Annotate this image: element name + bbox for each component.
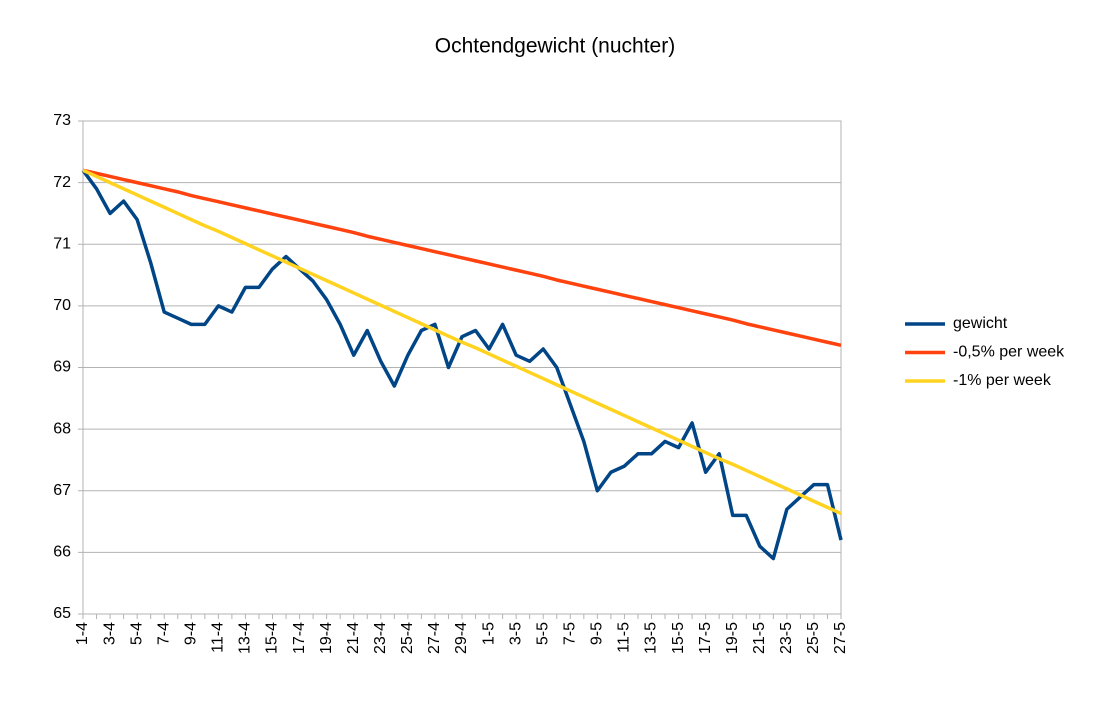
x-tick-label: 19-4 xyxy=(318,622,335,654)
x-tick-label: 1-4 xyxy=(74,622,91,645)
y-tick-label: 68 xyxy=(53,420,71,437)
x-tick-label: 11-5 xyxy=(616,622,633,653)
x-tick-label: 25-5 xyxy=(805,622,822,654)
x-tick-label: 9-5 xyxy=(589,622,606,645)
x-tick-label: 3-4 xyxy=(101,622,118,645)
x-tick-label: 11-4 xyxy=(210,622,227,653)
x-tick-label: 13-5 xyxy=(643,622,660,654)
series-line xyxy=(81,169,843,561)
y-tick-label: 67 xyxy=(53,482,71,499)
x-tick-label: 23-5 xyxy=(778,622,795,654)
legend-label: -0,5% per week xyxy=(953,344,1065,361)
y-tick-label: 72 xyxy=(53,174,71,191)
y-tick-label: 65 xyxy=(53,605,71,622)
x-tick-label: 13-4 xyxy=(237,622,254,654)
x-tick-label: 7-5 xyxy=(562,622,579,645)
series-line xyxy=(82,168,842,516)
x-tick-label: 27-4 xyxy=(426,622,443,654)
x-tick-label: 15-5 xyxy=(670,622,687,654)
y-tick-label: 73 xyxy=(53,112,71,129)
y-tick-label: 71 xyxy=(53,235,71,252)
x-tick-label: 17-4 xyxy=(291,622,308,654)
y-tick-label: 70 xyxy=(53,297,71,314)
x-tick-label: 15-4 xyxy=(264,622,281,654)
series-line xyxy=(82,168,842,348)
x-tick-label: 23-4 xyxy=(372,622,389,654)
x-tick-label: 7-4 xyxy=(155,622,172,645)
x-tick-label: 17-5 xyxy=(697,622,714,654)
x-tick-label: 29-4 xyxy=(453,622,470,654)
chart-title: Ochtendgewicht (nuchter) xyxy=(435,35,675,58)
x-tick-label: 21-4 xyxy=(345,622,362,654)
y-tick-label: 69 xyxy=(53,359,71,376)
legend-label: -1% per week xyxy=(953,372,1052,389)
x-tick-label: 3-5 xyxy=(507,622,524,645)
legend-label: gewicht xyxy=(953,315,1008,332)
x-tick-label: 27-5 xyxy=(832,622,849,654)
x-tick-label: 25-4 xyxy=(399,622,416,654)
x-tick-label: 19-5 xyxy=(724,622,741,654)
x-tick-label: 5-5 xyxy=(534,622,551,645)
y-tick-label: 66 xyxy=(53,544,71,561)
x-tick-label: 21-5 xyxy=(751,622,768,654)
x-tick-label: 5-4 xyxy=(128,622,145,645)
x-tick-label: 1-5 xyxy=(480,622,497,645)
x-tick-label: 9-4 xyxy=(183,622,200,645)
